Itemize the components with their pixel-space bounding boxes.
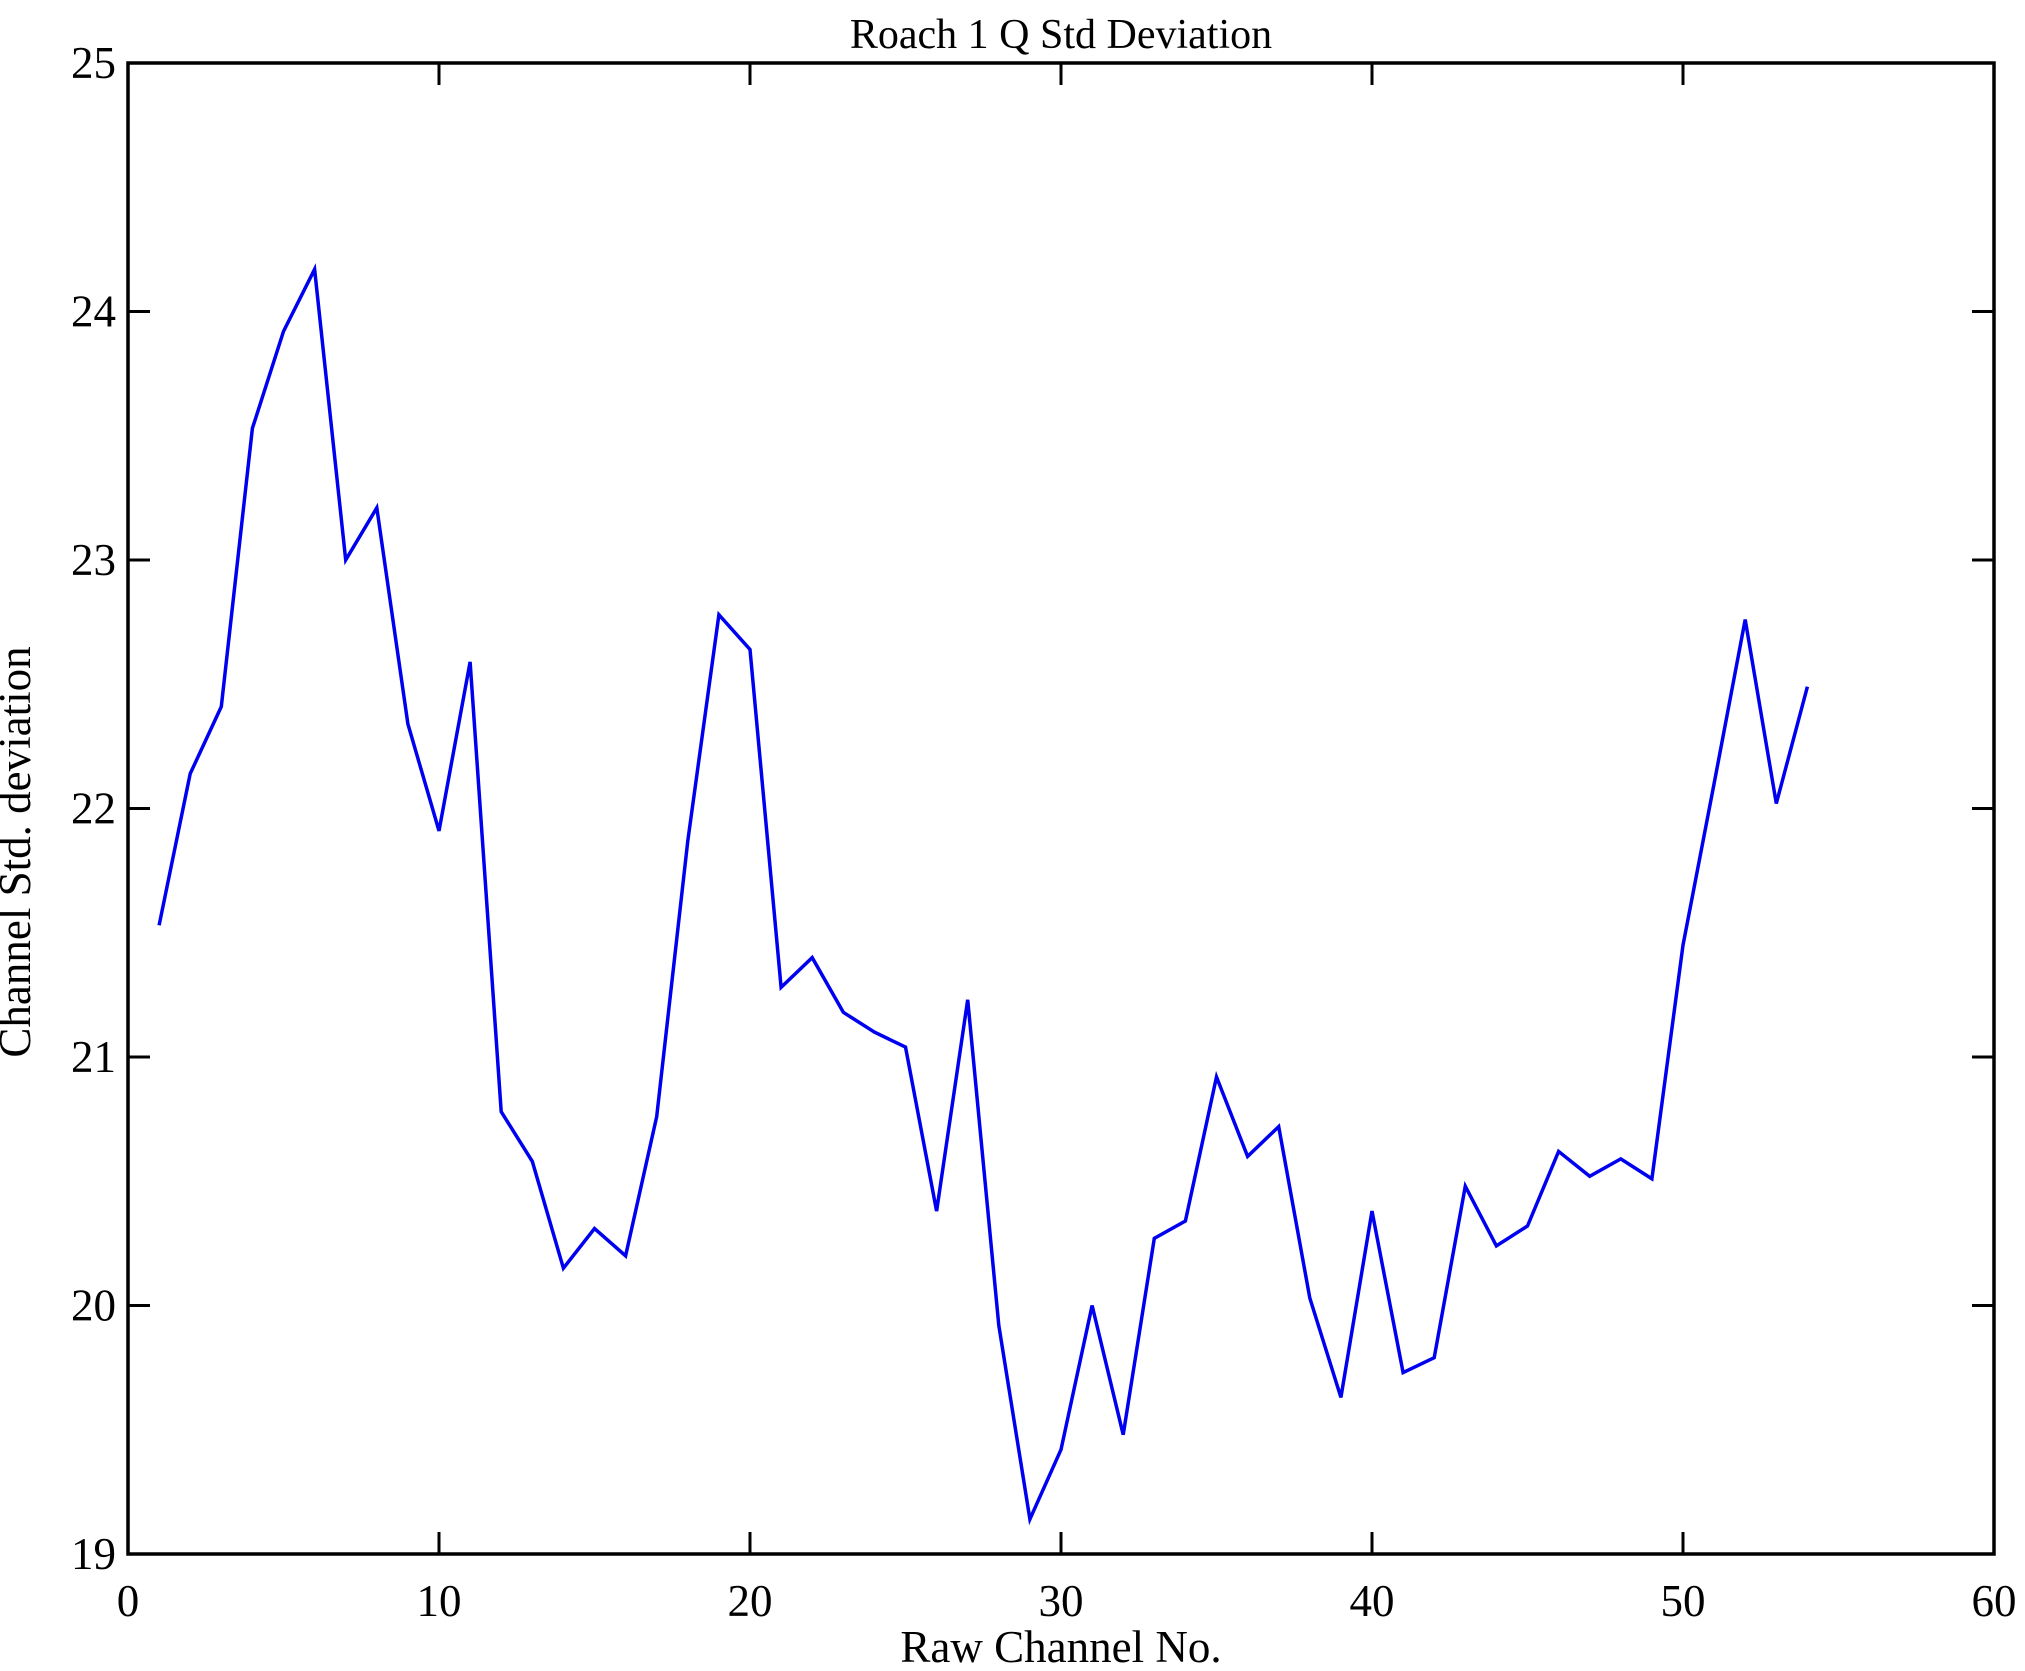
chart-title: Roach 1 Q Std Deviation [850,12,1272,58]
y-tick-label: 20 [71,1281,116,1331]
x-tick-label: 30 [1039,1576,1084,1626]
x-tick-label: 60 [1972,1576,2017,1626]
x-tick-label: 10 [417,1576,462,1626]
x-tick-label: 20 [728,1576,773,1626]
y-axis-label: Channel Std. deviation [0,646,40,1057]
y-tick-label: 21 [71,1032,116,1082]
x-axis-label: Raw Channel No. [900,1622,1221,1671]
y-tick-label: 22 [71,784,116,834]
y-tick-label: 23 [71,535,116,585]
y-tick-label: 24 [71,287,116,337]
axis-frame [126,61,1996,1556]
data-line [157,263,1810,1526]
x-tick-label: 50 [1661,1576,1706,1626]
y-tick-label: 19 [71,1529,116,1579]
x-tick-label: 0 [117,1576,140,1626]
y-tick-label: 25 [71,38,116,88]
x-tick-label: 40 [1350,1576,1395,1626]
plot-area: 0 10 20 30 40 50 60 19 20 21 22 23 24 25 [71,38,2017,1626]
